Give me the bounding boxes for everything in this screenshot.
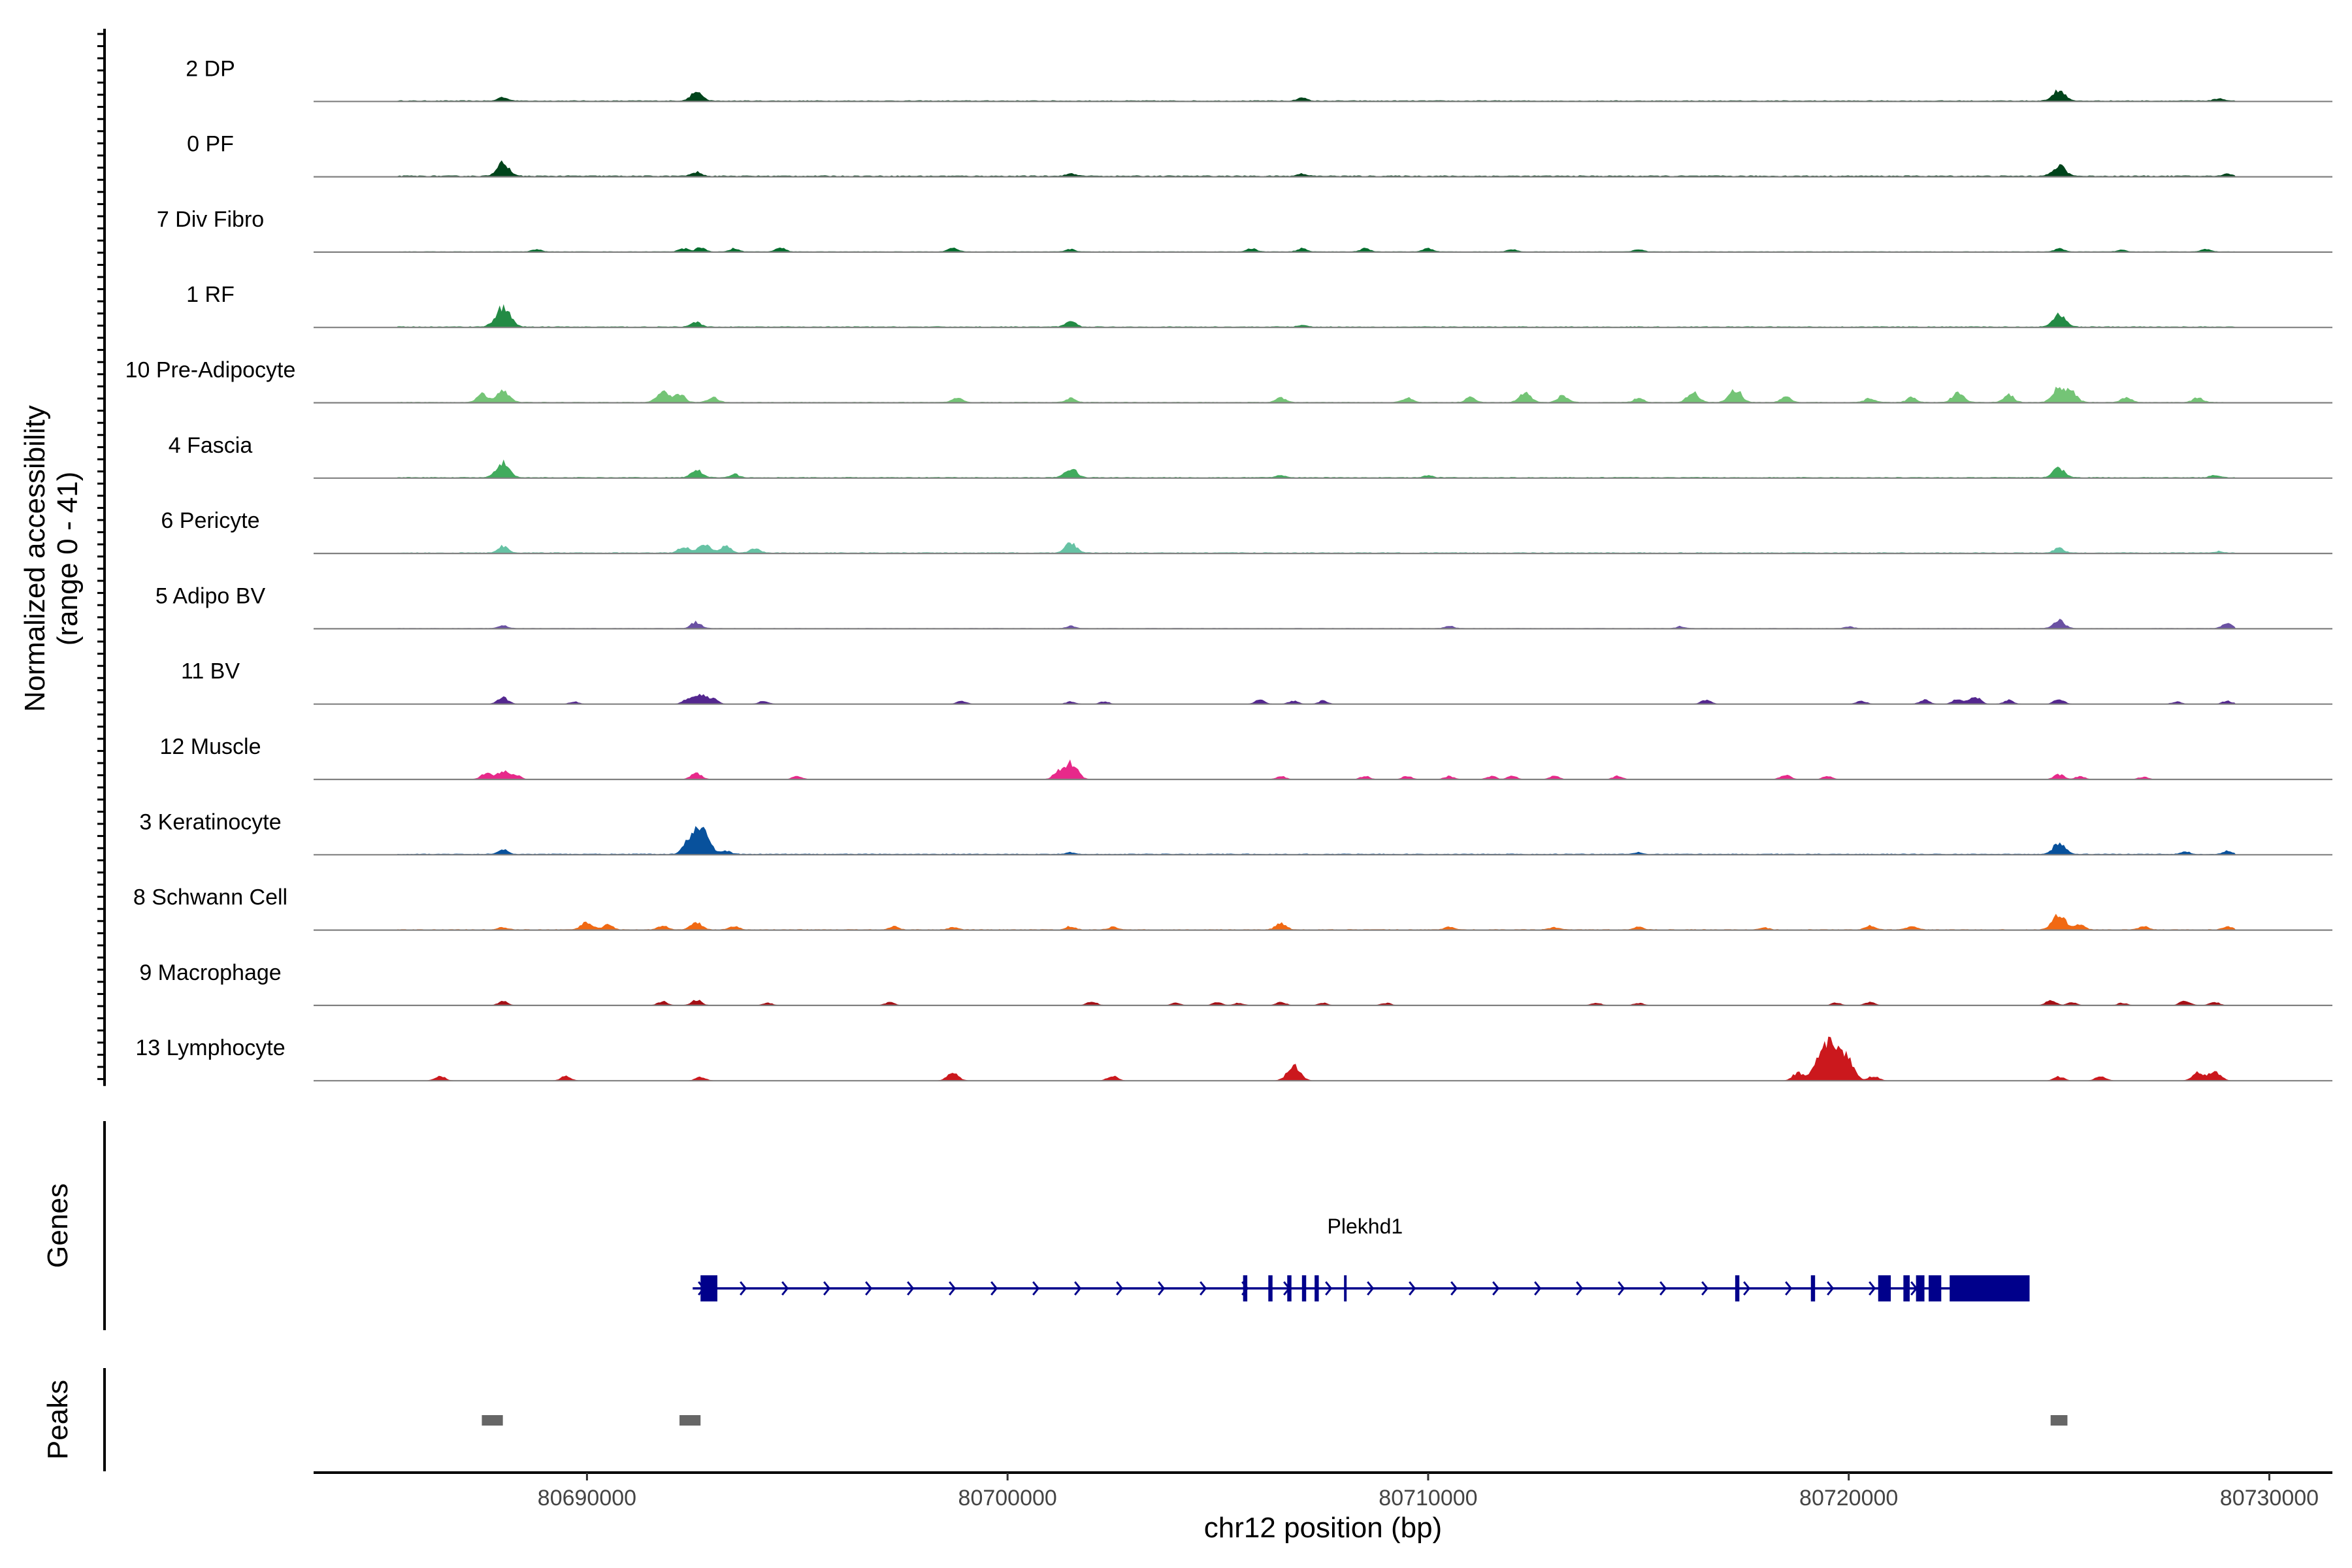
- x-tick-label: 80710000: [1379, 1486, 1477, 1511]
- strand-arrow: [1618, 1281, 1625, 1296]
- exon: [1878, 1275, 1891, 1301]
- strand-arrow: [907, 1281, 915, 1296]
- exon: [1243, 1275, 1248, 1301]
- coverage-track: 13 Lymphocyte: [135, 1036, 2332, 1082]
- x-axis-label: chr12 position (bp): [1204, 1512, 1442, 1544]
- strand-arrow: [949, 1281, 956, 1296]
- strand-arrow: [1869, 1281, 1876, 1296]
- peak-panel-label: Peaks: [42, 1380, 74, 1460]
- track-label: 0 PF: [187, 132, 234, 157]
- coverage-track: 10 Pre-Adipocyte: [125, 358, 2332, 404]
- exon: [700, 1275, 717, 1301]
- coverage-y-axis: [97, 29, 106, 1086]
- track-label: 8 Schwann Cell: [133, 885, 287, 910]
- exon: [1315, 1275, 1319, 1301]
- peak-region: [679, 1415, 701, 1426]
- exon: [1268, 1275, 1273, 1301]
- track-label: 13 Lymphocyte: [135, 1036, 285, 1060]
- track-label: 10 Pre-Adipocyte: [125, 358, 296, 383]
- exon: [1950, 1275, 2030, 1301]
- strand-arrow: [1492, 1281, 1500, 1296]
- strand-arrow: [1158, 1281, 1166, 1296]
- track-label: 6 Pericyte: [161, 508, 259, 533]
- peak-marks: [482, 1415, 2068, 1426]
- track-label: 11 BV: [181, 659, 240, 684]
- track-label: 7 Div Fibro: [157, 207, 264, 232]
- coverage-track: 12 Muscle: [160, 734, 2332, 781]
- strand-arrow: [1701, 1281, 1709, 1296]
- exon: [1301, 1275, 1307, 1301]
- exon: [1903, 1275, 1910, 1301]
- gene-panel-label: Genes: [42, 1183, 74, 1268]
- coverage-track: 7 Div Fibro: [157, 207, 2332, 253]
- x-tick-label: 80720000: [1799, 1486, 1898, 1511]
- x-tick-label: 80700000: [958, 1486, 1057, 1511]
- gene-model: Plekhd1: [693, 1215, 2030, 1301]
- exon: [1735, 1275, 1740, 1301]
- track-label: 5 Adipo BV: [155, 583, 266, 608]
- track-label: 9 Macrophage: [139, 960, 281, 985]
- coverage-area: [397, 693, 2237, 705]
- coverage-track: 9 Macrophage: [139, 960, 2332, 1007]
- coverage-track: 3 Keratinocyte: [139, 809, 2332, 856]
- strand-arrow: [1200, 1281, 1207, 1296]
- coverage-track: 4 Fascia: [169, 433, 2332, 479]
- strand-arrow: [990, 1281, 998, 1296]
- exon: [1344, 1275, 1347, 1301]
- track-label: 3 Keratinocyte: [139, 809, 281, 834]
- strand-arrow: [1450, 1281, 1458, 1296]
- strand-arrow: [1367, 1281, 1375, 1296]
- strand-arrow: [1827, 1281, 1835, 1296]
- x-axis: 80690000 80700000 80710000 80720000 80730000…: [314, 1471, 2332, 1544]
- gene-panel: Genes Plekhd1: [42, 1121, 2030, 1330]
- strand-arrow: [1743, 1281, 1751, 1296]
- strand-arrow: [865, 1281, 873, 1296]
- y-axis-range-label: (range 0 - 41): [52, 472, 84, 646]
- coverage-track: 8 Schwann Cell: [133, 885, 2332, 931]
- strand-arrow: [1325, 1281, 1333, 1296]
- track-label: 1 RF: [186, 282, 235, 307]
- exon: [1916, 1275, 1925, 1301]
- strand-arrow: [1032, 1281, 1040, 1296]
- peak-region: [482, 1415, 503, 1426]
- coverage-track: 5 Adipo BV: [155, 583, 2332, 630]
- x-tick-label: 80730000: [2220, 1486, 2319, 1511]
- coverage-track: 2 DP: [186, 56, 2332, 103]
- gene-models: Plekhd1: [693, 1215, 2030, 1301]
- strand-arrow: [740, 1281, 747, 1296]
- track-label: 2 DP: [186, 56, 235, 81]
- strand-arrow: [823, 1281, 831, 1296]
- y-axis-title: Normalized accessibility (range 0 - 41): [19, 405, 84, 711]
- strand-arrow: [1659, 1281, 1667, 1296]
- strand-arrow: [1534, 1281, 1542, 1296]
- x-tick-label: 80690000: [538, 1486, 636, 1511]
- x-axis-ticks: 80690000 80700000 80710000 80720000 80730000: [538, 1473, 2319, 1511]
- strand-arrow: [781, 1281, 789, 1296]
- y-axis-label: Normalized accessibility: [19, 405, 51, 711]
- track-label: 4 Fascia: [169, 433, 253, 458]
- coverage-track: 0 PF: [187, 132, 2332, 178]
- exon: [1287, 1275, 1292, 1301]
- exon: [1929, 1275, 1942, 1301]
- exon: [1810, 1275, 1816, 1301]
- peak-region: [2050, 1415, 2068, 1426]
- strand-arrow: [1409, 1281, 1416, 1296]
- track-label: 12 Muscle: [160, 734, 261, 759]
- coverage-tracks: 2 DP 0 PF 7 Div Fibro 1 RF 10 Pre-Adipocyte 4…: [125, 56, 2332, 1082]
- coverage-track: 11 BV: [181, 659, 2332, 705]
- strand-arrow: [1074, 1281, 1082, 1296]
- coverage-track: 6 Pericyte: [161, 508, 2332, 555]
- strand-arrow: [1785, 1281, 1793, 1296]
- peak-panel: Peaks: [42, 1368, 2068, 1471]
- strand-arrow: [1576, 1281, 1584, 1296]
- gene-name: Plekhd1: [1328, 1215, 1403, 1238]
- coverage-track: 1 RF: [186, 282, 2332, 329]
- strand-arrow: [1116, 1281, 1124, 1296]
